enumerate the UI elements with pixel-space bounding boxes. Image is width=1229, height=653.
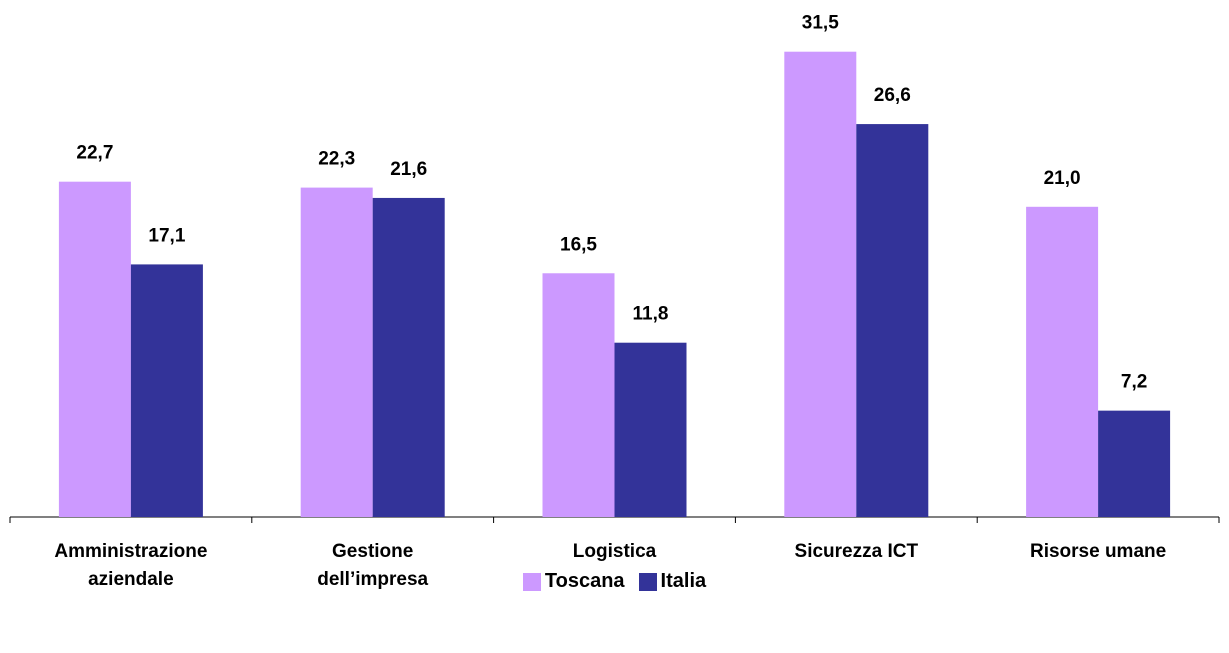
legend-item: Toscana [522, 570, 625, 593]
x-tick-label: Amministrazione aziendale [54, 541, 208, 590]
data-label: 7,2 [1121, 372, 1147, 393]
legend-swatch [638, 572, 657, 591]
bar [1098, 410, 1171, 517]
data-label: 11,8 [633, 304, 669, 325]
legend-label: Italia [660, 570, 707, 592]
bar [372, 197, 445, 518]
data-label: 17,1 [148, 225, 185, 246]
data-label: 31,5 [802, 13, 839, 34]
bar [130, 264, 203, 517]
bar [58, 181, 131, 517]
legend-swatch [522, 572, 541, 591]
bar [856, 124, 929, 517]
bar [300, 187, 373, 517]
legend-item: Italia [638, 570, 707, 593]
legend-label: Toscana [544, 570, 625, 592]
data-label: 22,7 [76, 143, 113, 164]
data-label: 22,3 [318, 149, 355, 170]
x-tick-label: Gestione dell’impresa [317, 541, 429, 590]
bar [614, 342, 687, 517]
x-tick-label: Risorse umane [1029, 541, 1167, 562]
bar [542, 273, 615, 517]
data-label: 21,0 [1044, 168, 1081, 189]
x-tick-label: Logistica [572, 541, 657, 562]
legend: Toscana Italia [0, 570, 1229, 593]
data-label: 16,5 [560, 234, 597, 255]
x-tick-label: Sicurezza ICT [794, 541, 919, 562]
data-label: 26,6 [874, 85, 911, 106]
data-label: 21,6 [390, 159, 427, 180]
bar [1026, 206, 1099, 518]
bar [784, 51, 857, 517]
